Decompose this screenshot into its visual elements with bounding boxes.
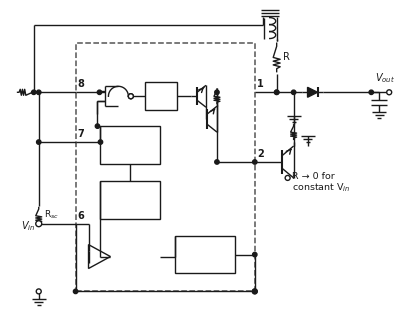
Circle shape bbox=[274, 90, 279, 95]
Bar bbox=[101, 126, 160, 164]
Circle shape bbox=[215, 90, 219, 95]
Circle shape bbox=[97, 90, 102, 95]
Circle shape bbox=[98, 140, 103, 144]
Bar bbox=[175, 236, 235, 273]
Circle shape bbox=[285, 176, 290, 181]
Circle shape bbox=[32, 90, 36, 95]
Circle shape bbox=[274, 90, 279, 95]
Bar bbox=[145, 82, 177, 110]
Circle shape bbox=[253, 289, 257, 294]
Text: 7: 7 bbox=[77, 129, 84, 139]
Polygon shape bbox=[307, 87, 318, 97]
Circle shape bbox=[129, 94, 133, 99]
Circle shape bbox=[37, 90, 41, 95]
Text: 1: 1 bbox=[257, 79, 264, 89]
Circle shape bbox=[129, 94, 133, 99]
Circle shape bbox=[95, 124, 100, 128]
Bar bbox=[101, 181, 160, 219]
Circle shape bbox=[215, 160, 219, 164]
Circle shape bbox=[252, 289, 257, 294]
Circle shape bbox=[291, 90, 296, 95]
Circle shape bbox=[253, 160, 257, 164]
Text: R → 0 for: R → 0 for bbox=[292, 172, 335, 181]
Text: 8: 8 bbox=[77, 79, 84, 89]
Text: R: R bbox=[283, 52, 290, 62]
Circle shape bbox=[36, 289, 41, 294]
Text: R$_{sc}$: R$_{sc}$ bbox=[44, 208, 59, 221]
Text: V$_{out}$: V$_{out}$ bbox=[375, 72, 396, 85]
Circle shape bbox=[369, 90, 373, 95]
Circle shape bbox=[36, 221, 42, 227]
Circle shape bbox=[387, 90, 392, 95]
Text: 2: 2 bbox=[257, 149, 264, 159]
Circle shape bbox=[253, 252, 257, 257]
Circle shape bbox=[37, 221, 41, 226]
Circle shape bbox=[73, 289, 78, 294]
Circle shape bbox=[37, 140, 41, 144]
Text: V$_{in}$: V$_{in}$ bbox=[21, 219, 35, 233]
Text: 6: 6 bbox=[77, 211, 84, 221]
Bar bbox=[75, 42, 255, 291]
Text: constant V$_{in}$: constant V$_{in}$ bbox=[292, 181, 350, 194]
